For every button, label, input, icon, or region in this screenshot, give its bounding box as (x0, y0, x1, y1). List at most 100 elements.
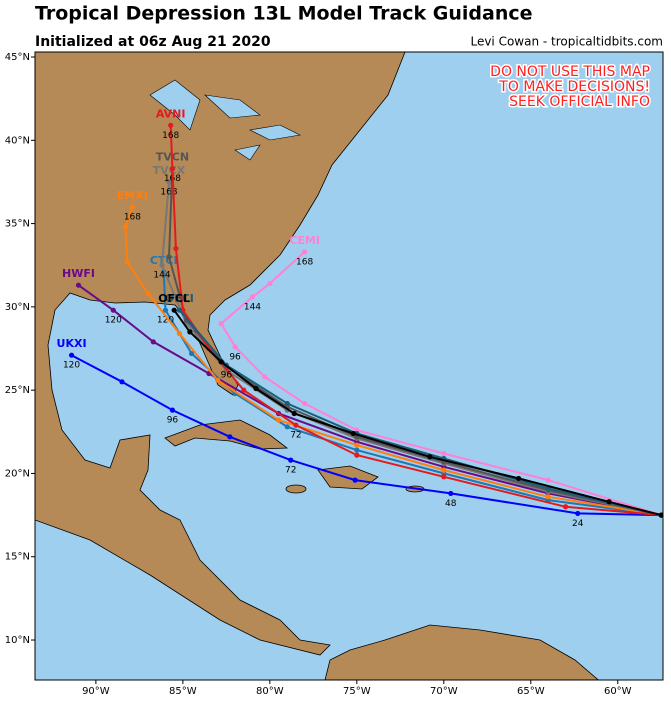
model-name: EMXI (117, 189, 148, 202)
y-tick-label: 15°N (5, 552, 30, 563)
model-name: CEMI (289, 234, 320, 247)
track-point (218, 359, 224, 365)
track-point (169, 407, 176, 413)
hour-label: 168 (124, 212, 141, 222)
track-point (176, 307, 182, 313)
track-point (658, 512, 663, 518)
x-tick-label: 80°W (256, 686, 284, 697)
x-tick-label: 70°W (430, 686, 458, 697)
hour-label: 120 (105, 316, 122, 326)
y-tick-label: 35°N (5, 219, 30, 230)
track-point (173, 245, 179, 252)
axes: 90°W 85°W 80°W 75°W 70°W 65°W 60°W 45°N 40°N 35°N… (5, 52, 632, 697)
track-point (232, 344, 238, 350)
track-point (215, 377, 221, 383)
track-point (284, 424, 290, 430)
track-point (293, 422, 299, 428)
track-point (350, 430, 356, 437)
track-point (119, 379, 125, 385)
track-point (516, 475, 522, 482)
hour-label: 144 (153, 271, 170, 281)
y-tick-label: 40°N (5, 135, 30, 146)
track-point (427, 454, 433, 460)
track-point (441, 474, 447, 480)
x-tick-label: 90°W (82, 686, 110, 697)
hour-label: 96 (167, 416, 179, 426)
track-point (448, 490, 454, 497)
track-point (162, 307, 169, 313)
model-name: OFCL (158, 292, 190, 305)
track-point (187, 329, 193, 335)
track-point (122, 224, 129, 230)
hour-label: 168 (160, 187, 177, 197)
x-tick-label: 60°W (604, 686, 632, 697)
x-tick-label: 65°W (517, 686, 545, 697)
track-point (159, 262, 165, 268)
warning-line: TO MAKE DECISIONS! (498, 79, 650, 95)
model-name: AVNI (156, 107, 186, 120)
great-lakes (149, 79, 301, 161)
subtitle: Initialized at 06z Aug 21 2020 (35, 34, 271, 50)
track-point (129, 204, 136, 210)
warning-line: DO NOT USE THIS MAP (490, 64, 650, 80)
track-point (166, 179, 172, 185)
track-point (218, 320, 224, 327)
map-area: 24487296120UKXI96144168CEMI120CTCI120HWF… (35, 52, 663, 680)
track-point (354, 442, 360, 448)
track-point (249, 294, 256, 300)
model-name: UKXI (57, 337, 87, 350)
track-point (441, 467, 447, 473)
track-point (145, 290, 151, 297)
track-point (262, 374, 268, 380)
track-point (352, 477, 358, 483)
hour-label: 120 (63, 361, 80, 371)
y-tick-label: 10°N (5, 635, 30, 646)
hour-label: 72 (285, 466, 296, 476)
model-name: OFCI (165, 292, 194, 305)
track-point (575, 510, 581, 517)
track-line (173, 309, 662, 517)
track-point (166, 254, 172, 260)
y-tick-label: 20°N (5, 468, 30, 479)
track-point (545, 494, 551, 500)
x-tick-label: 85°W (169, 686, 197, 697)
hour-label: 48 (445, 499, 457, 509)
track-point (150, 339, 156, 345)
south-america (324, 624, 599, 680)
track-point (284, 400, 290, 407)
track-point (188, 350, 195, 357)
warning-line: SEEK OFFICIAL INFO (509, 94, 650, 110)
track-point (168, 122, 174, 128)
track-point (302, 249, 308, 255)
track-point (227, 434, 233, 440)
model-name: HWFI (62, 267, 95, 280)
jamaica (285, 484, 307, 494)
track-point (68, 352, 75, 358)
hour-label: 120 (157, 316, 174, 326)
hour-label: 96 (221, 371, 233, 381)
track-point (253, 385, 259, 392)
hour-label: 24 (572, 519, 584, 529)
map-frame (34, 51, 664, 681)
track-point (124, 259, 130, 265)
credit: Levi Cowan - tropicaltidbits.com (470, 35, 663, 49)
y-tick-label: 30°N (5, 302, 30, 313)
track-point (75, 282, 82, 288)
x-tick-label: 75°W (343, 686, 371, 697)
track-point (562, 504, 569, 510)
track-point (441, 450, 447, 457)
track-point (176, 330, 182, 337)
hour-label: 168 (296, 257, 313, 267)
track-point (171, 307, 177, 313)
model-name: TVCX (153, 164, 186, 177)
track-point (354, 452, 360, 458)
track-point (267, 280, 273, 287)
tracks: 24487296120UKXI96144168CEMI120CTCI120HWF… (57, 107, 663, 529)
track-point (110, 307, 116, 313)
hour-label: 144 (244, 302, 261, 312)
track-point (275, 417, 282, 423)
north-america (35, 52, 406, 656)
track-point (545, 477, 551, 483)
